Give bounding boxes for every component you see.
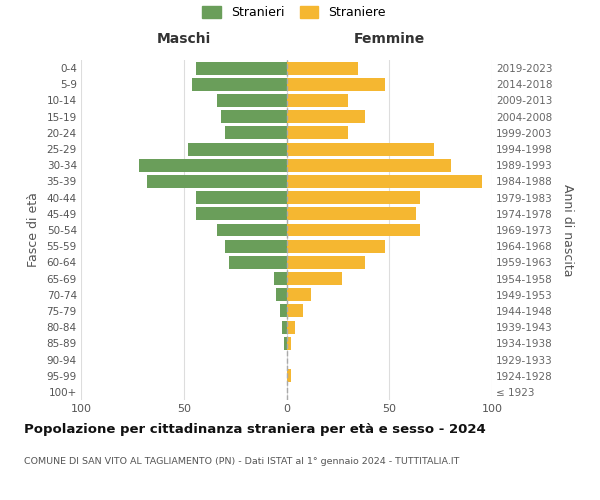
- Bar: [287, 62, 358, 74]
- Bar: [287, 272, 342, 285]
- Bar: [287, 256, 365, 269]
- Text: Maschi: Maschi: [157, 32, 211, 46]
- Bar: [139, 159, 287, 172]
- Bar: [287, 175, 482, 188]
- Bar: [287, 369, 290, 382]
- Text: Popolazione per cittadinanza straniera per età e sesso - 2024: Popolazione per cittadinanza straniera p…: [24, 422, 486, 436]
- Bar: [287, 159, 451, 172]
- Bar: [225, 240, 287, 252]
- Bar: [196, 191, 287, 204]
- Bar: [287, 208, 416, 220]
- Bar: [283, 320, 287, 334]
- Bar: [196, 208, 287, 220]
- Bar: [280, 304, 287, 318]
- Bar: [192, 78, 287, 91]
- Bar: [287, 191, 420, 204]
- Bar: [284, 337, 287, 350]
- Bar: [287, 304, 303, 318]
- Bar: [287, 110, 365, 123]
- Bar: [287, 94, 348, 107]
- Text: Femmine: Femmine: [353, 32, 425, 46]
- Bar: [287, 337, 290, 350]
- Bar: [287, 320, 295, 334]
- Bar: [274, 272, 287, 285]
- Bar: [229, 256, 287, 269]
- Bar: [217, 224, 287, 236]
- Bar: [221, 110, 287, 123]
- Bar: [287, 224, 420, 236]
- Bar: [188, 142, 287, 156]
- Bar: [225, 126, 287, 140]
- Legend: Stranieri, Straniere: Stranieri, Straniere: [202, 6, 386, 19]
- Bar: [287, 240, 385, 252]
- Bar: [196, 62, 287, 74]
- Y-axis label: Fasce di età: Fasce di età: [26, 192, 40, 268]
- Bar: [287, 288, 311, 301]
- Bar: [147, 175, 287, 188]
- Bar: [287, 142, 434, 156]
- Bar: [276, 288, 287, 301]
- Y-axis label: Anni di nascita: Anni di nascita: [561, 184, 574, 276]
- Bar: [287, 78, 385, 91]
- Text: COMUNE DI SAN VITO AL TAGLIAMENTO (PN) - Dati ISTAT al 1° gennaio 2024 - TUTTITA: COMUNE DI SAN VITO AL TAGLIAMENTO (PN) -…: [24, 458, 460, 466]
- Bar: [287, 126, 348, 140]
- Bar: [217, 94, 287, 107]
